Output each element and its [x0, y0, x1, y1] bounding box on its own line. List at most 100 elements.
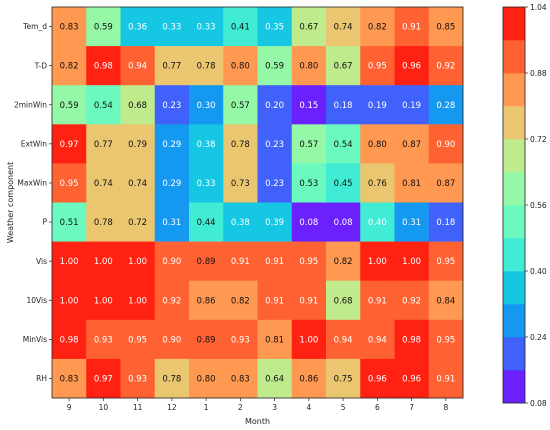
heatmap-cell [291, 280, 327, 321]
cell-value-label: 0.59 [265, 62, 284, 72]
heatmap-cell [257, 280, 293, 321]
cell-value-label: 0.97 [94, 374, 113, 384]
heatmap-cell [360, 85, 395, 125]
heatmap-cell [120, 241, 156, 281]
cell-value-label: 0.67 [299, 23, 318, 33]
cell-value-label: 1.00 [299, 335, 318, 345]
heatmap-cell [394, 202, 430, 242]
cell-value-label: 0.28 [436, 101, 455, 111]
cell-value-label: 0.92 [402, 296, 421, 306]
cell-value-label: 1.00 [94, 257, 113, 267]
heatmap-cell [189, 319, 224, 360]
heatmap-cell [428, 241, 464, 281]
heatmap-cell [291, 358, 327, 399]
cell-value-label: 0.94 [128, 62, 147, 72]
heatmap-cell [154, 319, 190, 360]
x-axis-ticks: 9 10 11 12 1 2 3 4 5 6 7 8 [67, 398, 448, 412]
heatmap-cell [257, 319, 293, 360]
cell-value-label: 0.93 [128, 374, 147, 384]
cell-value-label: 0.93 [231, 335, 250, 345]
colorbar-band [503, 172, 525, 206]
heatmap-cell [428, 46, 464, 86]
x-tick-label: 4 [306, 403, 311, 412]
cell-value-label: 0.89 [197, 335, 216, 345]
heatmap-cell [326, 202, 361, 242]
heatmap-cell [326, 46, 361, 86]
y-tick-label: 2minWin [14, 100, 47, 109]
heatmap-cell [120, 163, 156, 203]
heatmap-cell [154, 358, 190, 399]
cell-value-label: 1.00 [60, 257, 79, 267]
heatmap-cell [189, 358, 224, 399]
y-tick-label: MaxWin [17, 179, 47, 188]
heatmap-cell [52, 202, 87, 242]
colorbar-band [503, 139, 525, 173]
cell-value-label: 0.19 [402, 101, 421, 111]
heatmap-cell [154, 163, 190, 203]
x-tick-label: 12 [167, 403, 177, 412]
cell-value-label: 1.00 [60, 296, 79, 306]
colorbar-band [503, 205, 525, 239]
heatmap-cell [428, 124, 464, 164]
heatmap-cell [154, 202, 190, 242]
heatmap-cell [360, 7, 395, 47]
heatmap-cell [189, 7, 224, 47]
cell-value-label: 0.82 [334, 257, 353, 267]
heatmap-cell [257, 358, 293, 399]
cell-value-label: 0.41 [231, 23, 250, 33]
heatmap-cell [120, 46, 156, 86]
heatmap-cell [154, 85, 190, 125]
cell-value-label: 0.19 [368, 101, 387, 111]
cell-value-label: 0.78 [197, 62, 216, 72]
y-tick-label: MinVis [23, 335, 47, 344]
cell-value-label: 0.76 [368, 179, 387, 189]
cell-value-label: 0.72 [128, 218, 147, 228]
heatmap-cell [394, 46, 430, 86]
x-tick-label: 10 [99, 403, 109, 412]
x-tick-label: 9 [67, 403, 72, 412]
heatmap-cell [86, 85, 121, 125]
colorbar-band [503, 40, 525, 74]
heatmap-cells [52, 7, 464, 399]
heatmap-cell [394, 124, 430, 164]
heatmap-cell [394, 358, 430, 399]
cell-value-label: 0.95 [128, 335, 147, 345]
cell-value-label: 0.67 [334, 62, 353, 72]
heatmap-cell [189, 280, 224, 321]
cell-value-label: 0.84 [436, 296, 455, 306]
x-tick-label: 3 [272, 403, 277, 412]
cell-value-label: 0.23 [162, 101, 181, 111]
heatmap-cell [52, 319, 87, 360]
heatmap-cell [154, 280, 190, 321]
heatmap-cell [223, 202, 258, 242]
heatmap-cell [257, 241, 293, 281]
cell-value-label: 0.54 [334, 140, 353, 150]
cell-value-label: 0.82 [60, 62, 79, 72]
x-tick-label: 8 [443, 403, 448, 412]
cell-value-label: 0.96 [402, 374, 421, 384]
cell-value-label: 0.86 [197, 296, 216, 306]
cell-value-label: 0.87 [402, 140, 421, 150]
heatmap-cell [291, 85, 327, 125]
cell-value-label: 0.91 [368, 296, 387, 306]
heatmap-cell [428, 163, 464, 203]
cell-value-label: 0.98 [60, 335, 79, 345]
cell-value-label: 0.08 [299, 218, 318, 228]
heatmap-cell [223, 46, 258, 86]
heatmap-cell [326, 241, 361, 281]
heatmap-cell [360, 124, 395, 164]
cell-value-label: 0.81 [402, 179, 421, 189]
cell-value-label: 0.94 [334, 335, 353, 345]
cell-value-label: 0.90 [436, 140, 455, 150]
heatmap-cell [189, 163, 224, 203]
heatmap-cell [86, 7, 121, 47]
cell-value-label: 0.92 [436, 62, 455, 72]
cell-value-label: 0.95 [299, 257, 318, 267]
heatmap-cell [257, 202, 293, 242]
y-tick-label: ExtWin [21, 139, 47, 148]
cell-value-label: 0.92 [162, 296, 181, 306]
colorbar: 0.08 0.24 0.40 0.56 0.72 0.88 1.04 [502, 3, 547, 408]
cell-value-label: 0.44 [197, 218, 216, 228]
heatmap-cell [326, 163, 361, 203]
heatmap-cell [86, 319, 121, 360]
